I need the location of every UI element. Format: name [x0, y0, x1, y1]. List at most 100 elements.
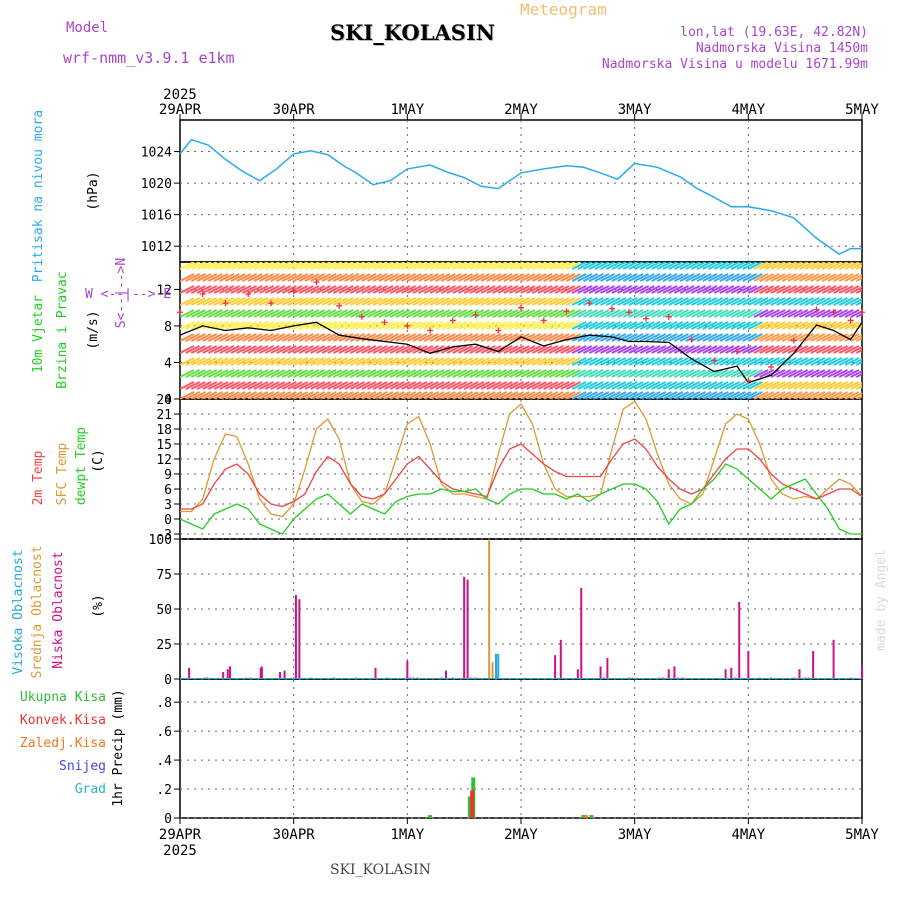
wind-barb — [668, 297, 684, 306]
wind-barb — [668, 357, 684, 366]
wind-barb — [242, 273, 257, 282]
wind-barb — [622, 333, 638, 342]
wind-barb — [333, 262, 348, 270]
wind-barb — [418, 262, 434, 270]
wind-barb — [730, 357, 746, 366]
wind-barb — [776, 391, 792, 399]
xtick-label-top: 2MAY — [504, 102, 538, 118]
wind-barb — [463, 262, 479, 270]
wind-barb — [236, 357, 252, 366]
wind-barb — [180, 391, 195, 399]
wind-barb — [264, 391, 280, 399]
wind-barb — [702, 297, 718, 306]
wind-barb — [696, 285, 712, 294]
wind-barb — [190, 285, 206, 294]
wind-barb — [571, 297, 587, 306]
wind-barb — [656, 357, 672, 366]
wind-barb — [594, 381, 610, 390]
wind-barb — [304, 273, 320, 282]
xtick-label-bottom: 5MAY — [845, 827, 879, 843]
wind-barb — [787, 273, 803, 282]
wind-barb — [469, 391, 485, 399]
wind-barb — [406, 391, 422, 399]
wind-barb — [674, 333, 689, 342]
ytick-label-temp: 24 — [156, 393, 172, 408]
wind-barb — [355, 321, 371, 330]
wind-barb — [730, 297, 746, 306]
wind-barb — [378, 381, 394, 390]
wind-barb — [810, 369, 826, 378]
wind-barb — [611, 297, 627, 306]
axis-label-cloud-mid: Srednja Oblacnost — [30, 545, 45, 678]
wind-barb — [281, 273, 297, 282]
wind-barb — [406, 381, 422, 390]
wind-barb — [327, 391, 343, 399]
wind-barb — [225, 285, 240, 294]
wind-barb — [531, 391, 547, 399]
wind-barb — [429, 357, 445, 366]
wind-barb — [816, 321, 831, 330]
wind-barb — [264, 321, 280, 330]
wind-barb — [611, 391, 627, 399]
wind-barb — [298, 391, 314, 399]
wind-barb — [509, 391, 525, 399]
xtick-label-bottom: 30APR — [273, 827, 316, 843]
wind-barb — [554, 321, 570, 330]
wind-barb — [486, 273, 502, 282]
wind-barb — [315, 262, 331, 270]
wind-barb — [838, 357, 854, 366]
wind-barb — [350, 391, 365, 399]
wind-barb — [747, 345, 763, 354]
cloud-bar-low — [260, 666, 263, 679]
wind-barb — [486, 321, 502, 330]
wind-gust-marker — [404, 322, 411, 329]
wind-barb — [412, 297, 428, 306]
wind-barb — [628, 262, 644, 270]
wind-barb — [634, 345, 650, 354]
wind-barb — [668, 262, 684, 270]
wind-barb — [639, 391, 655, 399]
wind-barb — [219, 369, 235, 378]
wind-barb — [855, 289, 862, 294]
wind-barb — [639, 262, 655, 270]
wind-barb — [617, 381, 633, 390]
wind-barb — [452, 391, 468, 399]
wind-barb — [617, 262, 633, 270]
wind-barb — [747, 333, 763, 342]
wind-barb — [475, 285, 490, 294]
wind-barb — [401, 333, 417, 342]
wind-barb — [361, 309, 377, 318]
wind-barb — [497, 297, 513, 306]
wind-barb — [548, 262, 564, 270]
wind-barb — [583, 345, 598, 354]
wind-barb — [861, 315, 862, 317]
wind-barb — [594, 391, 610, 399]
wind-barb — [605, 273, 621, 282]
wind-barb — [781, 333, 797, 342]
wind-barb — [577, 262, 593, 270]
wind-barb — [531, 309, 547, 318]
wind-barb — [180, 381, 195, 390]
wind-barb — [514, 391, 530, 399]
wind-barb — [691, 273, 706, 282]
wind-barb — [577, 273, 593, 282]
wind-barb — [452, 285, 468, 294]
wind-barb — [412, 273, 428, 282]
wind-barb — [770, 333, 786, 342]
wind-barb — [583, 391, 598, 399]
wind-barb — [753, 381, 769, 390]
wind-barb — [742, 273, 758, 282]
wind-barb — [253, 297, 269, 306]
wind-barb — [435, 273, 451, 282]
wind-barb — [452, 381, 468, 390]
wind-barb — [378, 273, 394, 282]
wind-barb — [236, 297, 252, 306]
wind-barb — [651, 391, 667, 399]
wind-barb — [298, 357, 314, 366]
cloud-bar-low — [226, 669, 229, 679]
wind-barb — [617, 273, 633, 282]
wind-barb — [838, 391, 854, 399]
wind-barb — [662, 309, 678, 318]
wind-barb — [406, 357, 422, 366]
year-label-bottom: 2025 — [163, 843, 197, 859]
